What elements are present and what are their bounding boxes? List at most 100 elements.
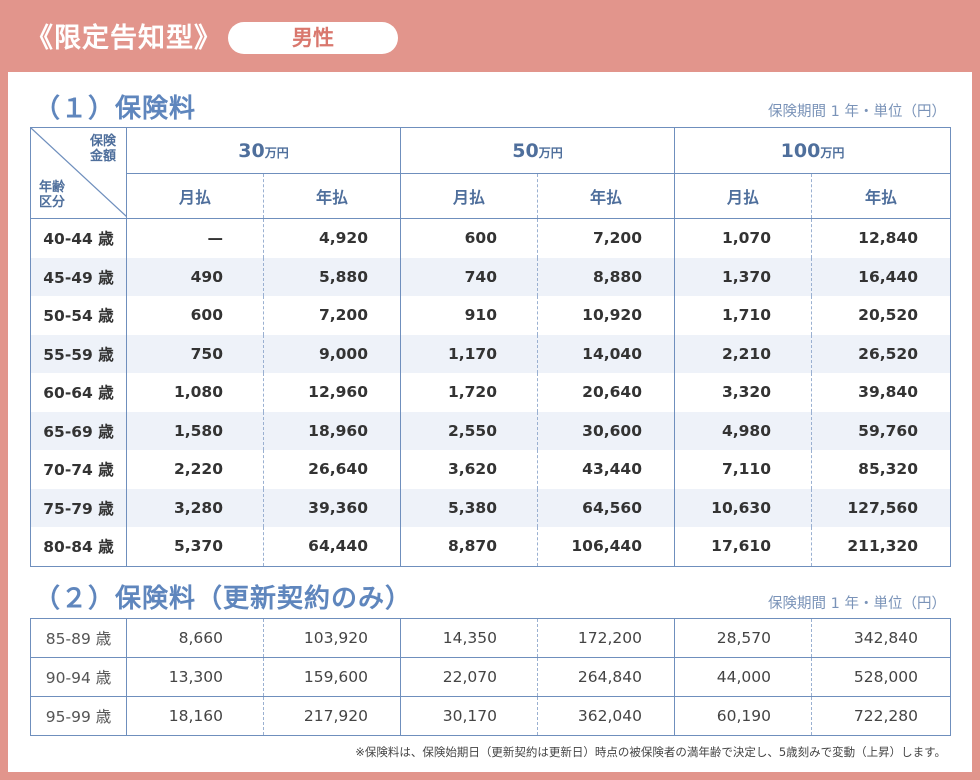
annual-header: 年払 (263, 173, 401, 219)
monthly-premium-cell: 1,370 (674, 257, 812, 296)
section2-unit: 保険期間 1 年・単位（円） (768, 596, 946, 612)
annual-premium-cell: 362,040 (537, 696, 675, 736)
annual-premium-cell: 722,280 (811, 696, 951, 736)
annual-premium-cell: 10,920 (537, 296, 675, 335)
annual-premium-cell: 85,320 (811, 450, 951, 489)
monthly-header: 月払 (400, 173, 538, 219)
annual-premium-cell: 342,840 (811, 618, 951, 658)
table-row: 80-84 歳 5,370 64,440 8,870 106,440 17,610 211,… (30, 527, 951, 567)
monthly-premium-cell: 44,000 (674, 657, 812, 697)
amount-corner-label: 保険 金額 (89, 134, 116, 164)
annual-premium-cell: 12,960 (263, 373, 401, 412)
age-corner-label: 年齢 区分 (39, 180, 66, 210)
monthly-premium-cell: 18,160 (126, 696, 264, 736)
footnote: ※保険料は、保険始期日（更新契約は更新日）時点の被保険者の満年齢で決定し、5歳刻… (355, 745, 946, 759)
monthly-premium-cell: 10,630 (674, 488, 812, 527)
monthly-premium-cell: 1,080 (126, 373, 264, 412)
monthly-premium-cell: 5,370 (126, 527, 264, 567)
annual-premium-cell: 16,440 (811, 257, 951, 296)
monthly-premium-cell: 8,870 (400, 527, 538, 567)
age-band-cell: 45-49 歳 (30, 257, 127, 296)
monthly-premium-cell: 3,320 (674, 373, 812, 412)
age-band-cell: 85-89 歳 (30, 618, 127, 658)
annual-premium-cell: 26,640 (263, 450, 401, 489)
table-row: 45-49 歳 490 5,880 740 8,880 1,370 16,440 (30, 257, 951, 296)
annual-premium-cell: 18,960 (263, 411, 401, 450)
monthly-premium-cell: 2,210 (674, 334, 812, 373)
monthly-premium-cell: 14,350 (400, 618, 538, 658)
table-row: 65-69 歳 1,580 18,960 2,550 30,600 4,980 59,760 (30, 411, 951, 450)
renewal-premium-table: 85-89 歳 8,660 103,920 14,350 172,200 28,570 34… (30, 618, 951, 736)
table-row: 85-89 歳 8,660 103,920 14,350 172,200 28,570 34… (30, 618, 951, 658)
annual-premium-cell: 8,880 (537, 257, 675, 296)
monthly-header: 月払 (126, 173, 264, 219)
age-band-cell: 50-54 歳 (30, 296, 127, 335)
gender-badge: 男性 (228, 22, 398, 54)
annual-premium-cell: 528,000 (811, 657, 951, 697)
annual-premium-cell: 59,760 (811, 411, 951, 450)
annual-premium-cell: 26,520 (811, 334, 951, 373)
monthly-premium-cell: 28,570 (674, 618, 812, 658)
amount-header-30: 30万円 (126, 127, 401, 174)
annual-premium-cell: 39,840 (811, 373, 951, 412)
monthly-premium-cell: 5,380 (400, 488, 538, 527)
annual-premium-cell: 5,880 (263, 257, 401, 296)
age-band-cell: 60-64 歳 (30, 373, 127, 412)
monthly-premium-cell: 750 (126, 334, 264, 373)
annual-premium-cell: 127,560 (811, 488, 951, 527)
monthly-premium-cell: — (126, 218, 264, 258)
annual-premium-cell: 43,440 (537, 450, 675, 489)
monthly-premium-cell: 1,070 (674, 218, 812, 258)
age-band-cell: 65-69 歳 (30, 411, 127, 450)
monthly-premium-cell: 22,070 (400, 657, 538, 697)
annual-premium-cell: 64,560 (537, 488, 675, 527)
annual-premium-cell: 7,200 (263, 296, 401, 335)
monthly-premium-cell: 1,710 (674, 296, 812, 335)
annual-premium-cell: 39,360 (263, 488, 401, 527)
content-panel: （１）保険料 保険期間 1 年・単位（円） 保険 金額 年齢 区分 30万円 50万… (8, 72, 972, 772)
table-row: 70-74 歳 2,220 26,640 3,620 43,440 7,110 85,320 (30, 450, 951, 489)
monthly-premium-cell: 600 (126, 296, 264, 335)
age-band-cell: 80-84 歳 (30, 527, 127, 567)
monthly-premium-cell: 1,170 (400, 334, 538, 373)
monthly-premium-cell: 3,620 (400, 450, 538, 489)
table-row: 50-54 歳 600 7,200 910 10,920 1,710 20,520 (30, 296, 951, 335)
monthly-premium-cell: 910 (400, 296, 538, 335)
monthly-premium-cell: 600 (400, 218, 538, 258)
annual-premium-cell: 30,600 (537, 411, 675, 450)
annual-premium-cell: 106,440 (537, 527, 675, 567)
monthly-premium-cell: 3,280 (126, 488, 264, 527)
age-band-cell: 90-94 歳 (30, 657, 127, 697)
annual-premium-cell: 217,920 (263, 696, 401, 736)
table-row: 95-99 歳 18,160 217,920 30,170 362,040 60,190 7… (30, 696, 951, 736)
monthly-premium-cell: 4,980 (674, 411, 812, 450)
annual-premium-cell: 7,200 (537, 218, 675, 258)
diagonal-line (31, 128, 127, 217)
annual-premium-cell: 9,000 (263, 334, 401, 373)
monthly-premium-cell: 13,300 (126, 657, 264, 697)
annual-header: 年払 (811, 173, 951, 219)
age-band-cell: 75-79 歳 (30, 488, 127, 527)
table-row: 60-64 歳 1,080 12,960 1,720 20,640 3,320 39,840 (30, 373, 951, 412)
monthly-premium-cell: 490 (126, 257, 264, 296)
diagonal-header-cell: 保険 金額 年齢 区分 (30, 127, 127, 219)
page-title: 《限定告知型》 (26, 23, 222, 54)
monthly-premium-cell: 1,720 (400, 373, 538, 412)
monthly-premium-cell: 17,610 (674, 527, 812, 567)
annual-premium-cell: 20,520 (811, 296, 951, 335)
age-band-cell: 40-44 歳 (30, 218, 127, 258)
monthly-premium-cell: 740 (400, 257, 538, 296)
annual-premium-cell: 103,920 (263, 618, 401, 658)
monthly-premium-cell: 30,170 (400, 696, 538, 736)
annual-header: 年払 (537, 173, 675, 219)
annual-premium-cell: 64,440 (263, 527, 401, 567)
monthly-premium-cell: 60,190 (674, 696, 812, 736)
amount-header-50: 50万円 (400, 127, 675, 174)
monthly-header: 月払 (674, 173, 812, 219)
header-bar: 《限定告知型》 男性 (0, 0, 980, 72)
annual-premium-cell: 264,840 (537, 657, 675, 697)
monthly-premium-cell: 8,660 (126, 618, 264, 658)
section1-title: （１）保険料 (34, 94, 197, 124)
annual-premium-cell: 159,600 (263, 657, 401, 697)
monthly-premium-cell: 7,110 (674, 450, 812, 489)
